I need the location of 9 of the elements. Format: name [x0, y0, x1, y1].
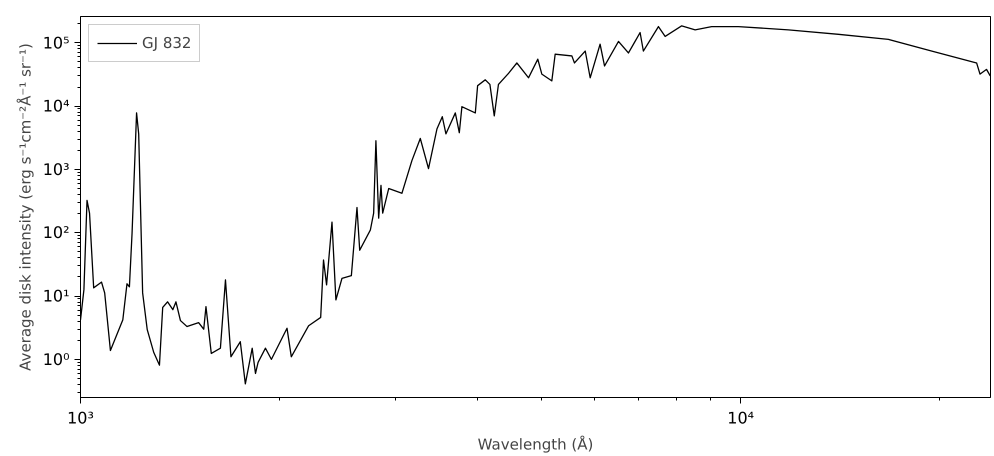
- y-tick-label: 10⁵: [42, 33, 70, 52]
- y-tick-label: 10¹: [42, 286, 70, 306]
- y-tick-label: 10⁴: [42, 96, 70, 116]
- y-tick-label: 10⁰: [42, 350, 70, 369]
- x-axis-title: Wavelength (Å): [478, 436, 594, 454]
- y-axis-title: Average disk intensity (erg s⁻¹cm⁻²Å⁻¹ sr⁻¹): [16, 43, 35, 371]
- y-tick-label: 10³: [42, 160, 70, 179]
- y-tick-label: 10²: [42, 223, 70, 242]
- legend-label: GJ 832: [142, 34, 192, 52]
